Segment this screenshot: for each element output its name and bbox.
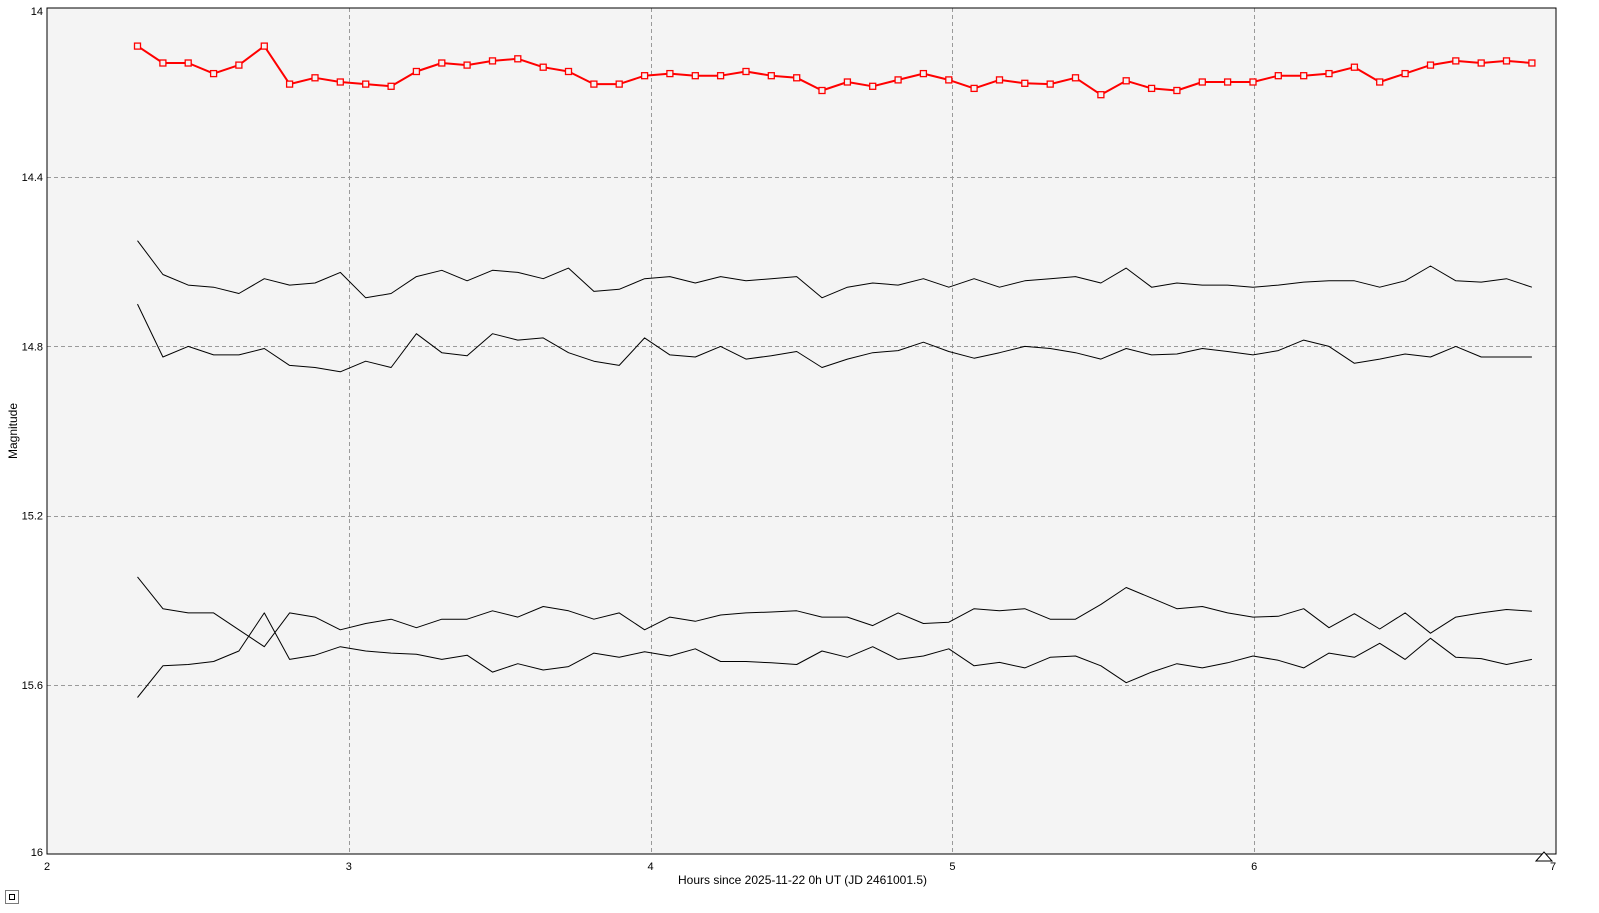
y-tick-label: 14.4 <box>22 172 43 184</box>
data-point-marker <box>438 59 446 67</box>
x-axis-label: Hours since 2025-11-22 0h UT (JD 2461001… <box>678 873 927 887</box>
data-point-marker <box>945 76 953 84</box>
series-line-2 <box>137 240 1533 299</box>
data-point-marker <box>387 82 395 90</box>
data-point-marker <box>995 76 1004 84</box>
data-point-marker <box>666 69 674 78</box>
plot-area <box>47 8 1556 854</box>
data-point-marker <box>1249 78 1257 86</box>
series-line-5 <box>137 612 1532 698</box>
series-line-1 <box>136 45 1532 96</box>
data-point-marker <box>488 57 497 65</box>
series-line-4 <box>137 576 1532 648</box>
data-point-marker <box>260 42 268 50</box>
data-point-marker <box>919 69 928 78</box>
data-point-marker <box>716 72 725 80</box>
data-point-marker <box>235 61 243 69</box>
data-point-marker <box>793 74 801 82</box>
data-point-marker <box>1198 78 1206 86</box>
data-point-marker <box>1071 74 1080 82</box>
data-point-marker <box>1528 59 1536 67</box>
data-point-marker <box>742 67 750 76</box>
data-point-marker <box>1274 72 1282 80</box>
data-point-marker <box>184 59 192 67</box>
data-point-marker <box>1097 91 1105 99</box>
data-point-marker <box>463 61 471 69</box>
data-point-marker <box>412 67 421 76</box>
y-tick-label: 15.6 <box>22 680 43 692</box>
data-point-marker <box>1376 78 1384 86</box>
data-point-marker <box>1477 59 1485 67</box>
data-point-marker <box>1173 86 1181 95</box>
data-point-marker <box>1046 80 1054 88</box>
data-point-marker <box>159 59 167 67</box>
y-tick-label: 16 <box>31 847 43 859</box>
data-point-marker <box>336 78 344 86</box>
data-point-marker <box>1223 78 1232 86</box>
grid-lines <box>47 8 1556 854</box>
series-line-3 <box>137 303 1532 373</box>
y-axis-label: Magnitude <box>6 403 20 459</box>
data-point-marker <box>691 72 699 80</box>
x-tick-label: 2 <box>44 861 50 873</box>
data-point-marker <box>1452 57 1460 65</box>
data-point-marker <box>970 84 978 93</box>
y-tick-label: 14.8 <box>22 341 43 353</box>
corner-square-button[interactable] <box>5 890 19 904</box>
data-point-marker <box>209 69 218 78</box>
x-tick-label: 5 <box>949 861 955 873</box>
data-point-marker <box>539 63 547 71</box>
data-point-marker <box>843 78 852 86</box>
y-tick-label: 14 <box>31 6 43 18</box>
data-point-marker <box>1300 72 1308 80</box>
data-point-marker <box>1426 61 1435 69</box>
data-point-marker <box>1147 84 1156 93</box>
data-point-marker <box>1401 69 1409 78</box>
data-point-marker <box>640 72 649 80</box>
series-lines <box>133 42 1536 698</box>
data-point-marker <box>1350 63 1359 71</box>
data-point-marker <box>767 72 775 80</box>
data-point-marker <box>818 86 826 95</box>
plot-frame <box>46 7 1557 855</box>
y-tick-label: 15.2 <box>22 511 43 523</box>
data-point-marker <box>133 42 142 50</box>
data-point-marker <box>1325 69 1333 78</box>
data-point-marker <box>564 67 573 76</box>
data-point-marker <box>615 80 623 88</box>
x-tick-label: 6 <box>1251 861 1257 873</box>
data-point-marker <box>869 82 877 90</box>
data-point-marker <box>590 80 598 88</box>
data-point-marker <box>514 55 522 63</box>
data-point-marker <box>894 76 902 84</box>
square-icon <box>9 894 15 900</box>
data-point-marker <box>362 80 370 88</box>
data-point-marker <box>311 74 319 82</box>
data-point-marker <box>1502 57 1511 65</box>
tick-labels: 2 3 4 5 6 7 14 14.4 14.8 15.2 15.6 16 <box>22 6 1556 873</box>
data-point-marker <box>1122 77 1130 85</box>
x-tick-label: 4 <box>648 861 654 873</box>
triangle-marker-icon[interactable] <box>1534 851 1554 862</box>
x-tick-label: 7 <box>1550 861 1556 873</box>
x-tick-label: 3 <box>346 861 352 873</box>
data-point-marker <box>1021 79 1029 87</box>
data-point-marker <box>285 80 294 88</box>
